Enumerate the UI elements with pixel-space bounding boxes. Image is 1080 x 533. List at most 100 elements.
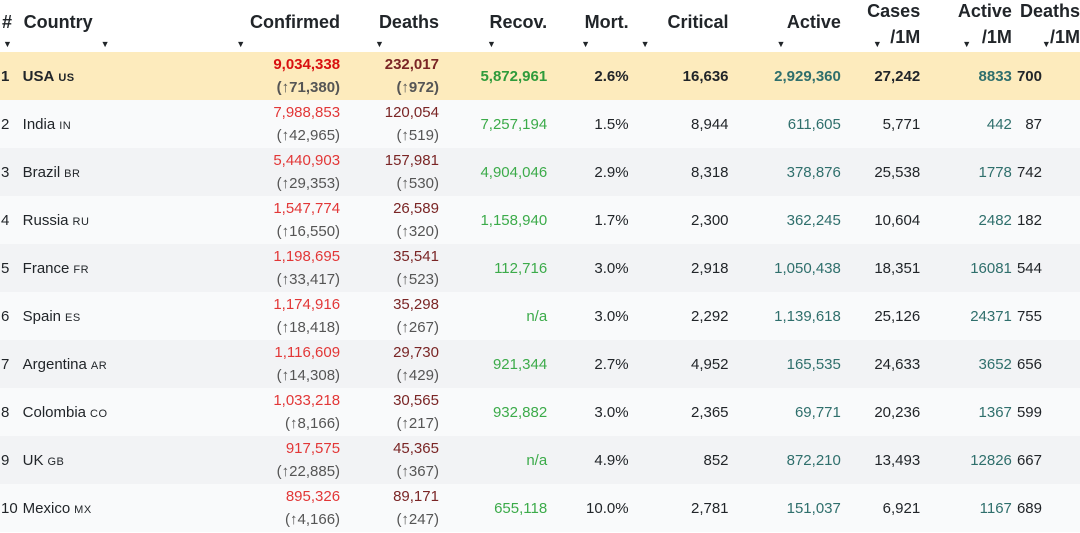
country-name[interactable]: France (22, 259, 70, 277)
recovered-cell: 932,882 (438, 388, 548, 436)
active-per-million-cell: 1778 (920, 148, 1012, 196)
country-cell[interactable]: UK GB (22, 436, 145, 484)
country-cell[interactable]: France FR (22, 244, 145, 292)
deaths-value: 89,171 (393, 488, 439, 505)
country-name[interactable]: Mexico (22, 499, 71, 517)
table-row[interactable]: 8 Colombia CO 1,033,218 (↑8,166) 30,565 (↑2… (0, 388, 1080, 436)
critical-cell: 2,292 (628, 292, 729, 340)
deaths-per-million-cell: 742 (1011, 148, 1080, 196)
country-name[interactable]: Brazil (22, 163, 61, 181)
country-name[interactable]: Russia (22, 211, 69, 229)
active-cell: 165,535 (728, 340, 841, 388)
sort-arrow-icon[interactable]: ▼ (486, 39, 496, 49)
deaths-column-header[interactable]: Deaths ▼ (340, 0, 439, 52)
sort-arrow-icon[interactable]: ▼ (962, 39, 972, 49)
deaths-cell: 26,589 (↑320) (340, 196, 439, 244)
sort-arrow-icon[interactable]: ▼ (1041, 39, 1051, 49)
country-column-header[interactable]: Country ▼ (23, 0, 145, 52)
deaths-value: 45,365 (393, 440, 439, 457)
critical-cell: 8,944 (628, 100, 729, 148)
table-row[interactable]: 6 Spain ES 1,174,916 (↑18,418) 35,298 (↑267… (0, 292, 1080, 340)
country-cell[interactable]: India IN (22, 100, 145, 148)
country-name[interactable]: Argentina (22, 355, 87, 373)
table-row[interactable]: 10 Mexico MX 895,326 (↑4,166) 89,171 (↑247)… (0, 484, 1080, 532)
deaths-delta: (↑267) (396, 319, 439, 336)
mortality-cell: 3.0% (547, 292, 629, 340)
active-per-million-column-header[interactable]: Active/1M ▼ (920, 0, 1012, 52)
country-name[interactable]: Colombia (22, 403, 87, 421)
confirmed-delta: (↑8,166) (285, 415, 341, 432)
country-cell[interactable]: USA US (22, 52, 145, 100)
recovered-cell: 112,716 (438, 244, 548, 292)
country-code: BR (64, 167, 81, 180)
country-code: AR (90, 359, 108, 372)
table-row[interactable]: 3 Brazil BR 5,440,903 (↑29,353) 157,981 (↑5… (0, 148, 1080, 196)
mortality-column-header[interactable]: Mort. ▼ (547, 0, 628, 52)
table-row[interactable]: 9 UK GB 917,575 (↑22,885) 45,365 (↑367) n/a… (0, 436, 1080, 484)
country-cell[interactable]: Russia RU (22, 196, 145, 244)
sort-arrow-icon[interactable]: ▼ (375, 39, 384, 49)
active-per-million-cell: 1367 (920, 388, 1012, 436)
sort-arrow-icon[interactable]: ▼ (640, 39, 650, 49)
table-row[interactable]: 1 USA US 9,034,338 (↑71,380) 232,017 (↑972)… (0, 52, 1080, 100)
critical-cell: 4,952 (628, 340, 729, 388)
country-cell[interactable]: Spain ES (22, 292, 145, 340)
deaths-cell: 157,981 (↑530) (340, 148, 439, 196)
sort-arrow-icon[interactable]: ▼ (236, 39, 246, 49)
active-cell: 151,037 (728, 484, 841, 532)
country-name[interactable]: Spain (22, 307, 62, 325)
deaths-cell: 35,541 (↑523) (340, 244, 439, 292)
country-code: CO (90, 407, 108, 420)
deaths-value: 35,298 (393, 296, 439, 313)
active-per-million-cell: 442 (920, 100, 1012, 148)
country-name[interactable]: UK (22, 451, 44, 469)
active-column-header[interactable]: Active ▼ (729, 0, 841, 52)
country-cell[interactable]: Mexico MX (22, 484, 145, 532)
deaths-cell: 232,017 (↑972) (340, 52, 439, 100)
table-row[interactable]: 2 India IN 7,988,853 (↑42,965) 120,054 (↑51… (0, 100, 1080, 148)
mortality-header-label: Mort. (584, 12, 629, 32)
deaths-delta: (↑320) (396, 223, 439, 240)
critical-cell: 2,300 (628, 196, 729, 244)
table-header-row: # ▼ Country ▼ Confirmed ▼ Deaths ▼ Recov… (0, 0, 1080, 52)
cases-per-million-cell: 20,236 (840, 388, 921, 436)
country-cell[interactable]: Colombia CO (22, 388, 145, 436)
sort-arrow-icon[interactable]: ▼ (3, 39, 12, 49)
country-code: IN (59, 119, 72, 132)
sort-arrow-icon[interactable]: ▼ (100, 39, 110, 49)
country-name[interactable]: India (22, 115, 56, 133)
deaths-header-label: Deaths (378, 12, 439, 32)
country-cell[interactable]: Brazil BR (22, 148, 145, 196)
confirmed-cell: 9,034,338 (↑71,380) (144, 52, 341, 100)
sort-arrow-icon[interactable]: ▼ (776, 39, 786, 49)
confirmed-column-header[interactable]: Confirmed ▼ (144, 0, 340, 52)
rank-column-header[interactable]: # ▼ (0, 0, 23, 52)
confirmed-cell: 917,575 (↑22,885) (144, 436, 341, 484)
country-cell[interactable]: Argentina AR (22, 340, 145, 388)
recovered-column-header[interactable]: Recov. ▼ (439, 0, 547, 52)
mortality-cell: 2.6% (547, 52, 629, 100)
cases-per-million-column-header[interactable]: Cases/1M ▼ (841, 0, 920, 52)
sort-arrow-icon[interactable]: ▼ (581, 39, 591, 49)
confirmed-value: 1,033,218 (273, 392, 341, 409)
deaths-value: 29,730 (393, 344, 439, 361)
confirmed-value: 917,575 (285, 440, 341, 457)
deaths-delta: (↑530) (396, 175, 439, 192)
cases-per-million-cell: 25,538 (840, 148, 921, 196)
deaths-per-million-column-header[interactable]: Deaths/1M ▼ (1012, 0, 1080, 52)
confirmed-cell: 1,198,695 (↑33,417) (144, 244, 341, 292)
deaths-value: 232,017 (384, 56, 439, 73)
table-row[interactable]: 5 France FR 1,198,695 (↑33,417) 35,541 (↑52… (0, 244, 1080, 292)
confirmed-delta: (↑16,550) (276, 223, 341, 240)
sort-arrow-icon[interactable]: ▼ (872, 39, 882, 49)
mortality-cell: 2.9% (547, 148, 629, 196)
deaths-delta: (↑247) (396, 511, 439, 528)
active-per-million-cell: 1167 (920, 484, 1012, 532)
table-row[interactable]: 7 Argentina AR 1,116,609 (↑14,308) 29,730 (… (0, 340, 1080, 388)
cases-per-million-cell: 6,921 (840, 484, 921, 532)
critical-column-header[interactable]: Critical ▼ (629, 0, 729, 52)
table-row[interactable]: 4 Russia RU 1,547,774 (↑16,550) 26,589 (↑32… (0, 196, 1080, 244)
country-name[interactable]: USA (22, 67, 55, 85)
recovered-cell: 921,344 (438, 340, 548, 388)
